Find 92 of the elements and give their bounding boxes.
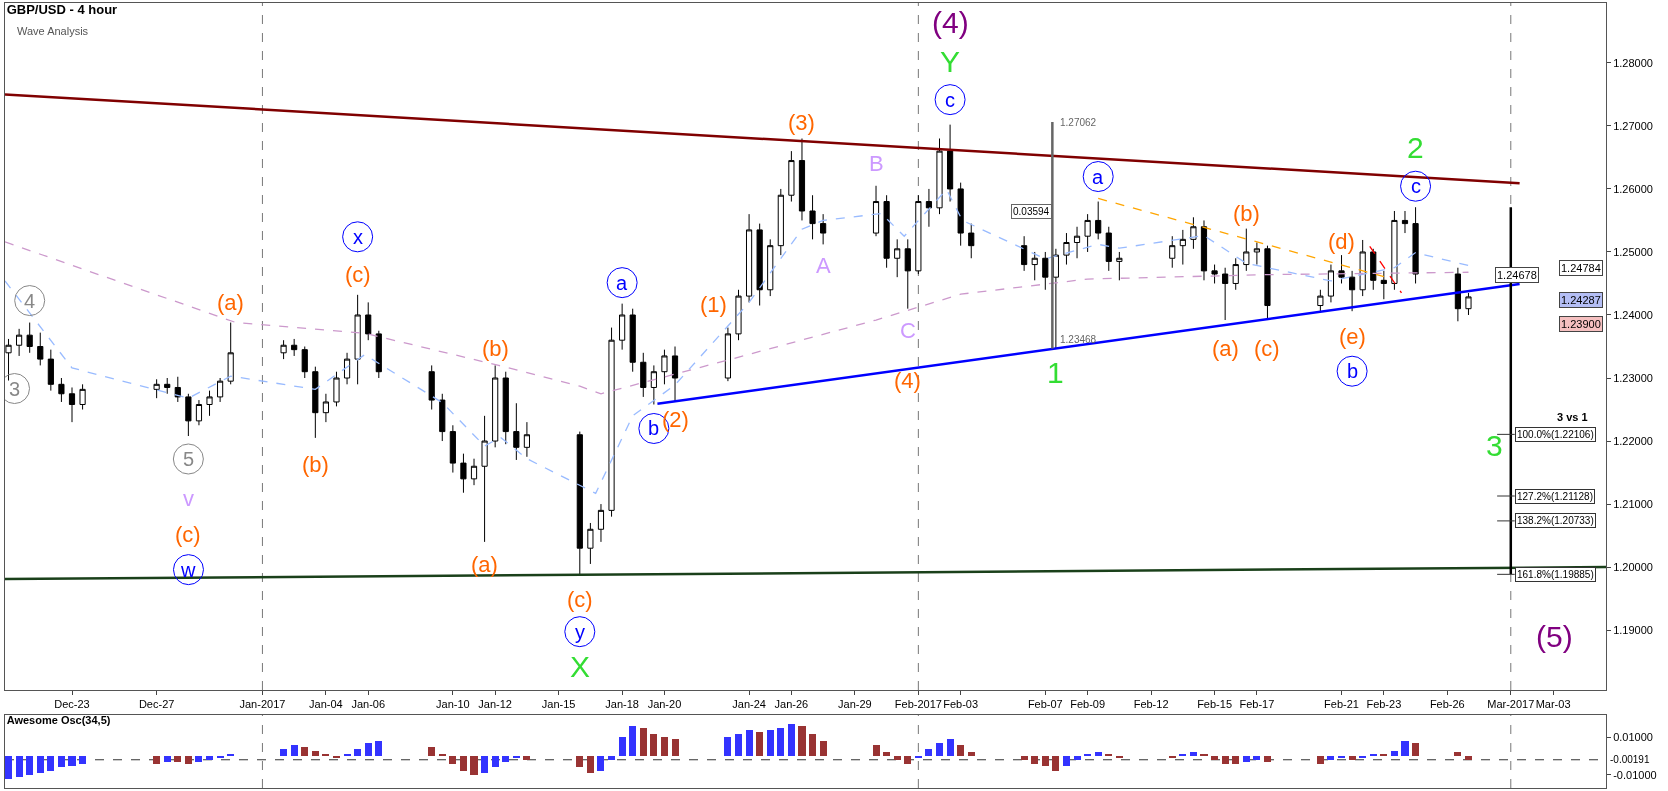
annotation: 3 [1486,429,1503,462]
ref-line-label: 161.8%(1.19885) [1517,569,1594,580]
y-tick-label: 1.21000 [1613,497,1653,510]
x-tick-label: Feb-26 [1429,698,1465,711]
annotation: (4) [894,368,921,393]
annotation: b [648,417,660,439]
annotation: (c) [1254,336,1280,361]
x-tick-label: Jan-20 [647,698,682,711]
annotation: 1.24287 [1561,294,1601,306]
annotation: b [1347,360,1359,382]
x-tick-label: Feb-07 [1027,698,1063,711]
y-tick-label: 1.28000 [1613,56,1653,69]
x-tick-label: Jan-15 [541,698,576,711]
annotation: 1.24678 [1497,269,1537,281]
annotation: w [180,559,196,581]
annotation: (3) [788,110,815,135]
annotation: y [575,621,585,643]
y-tick-label: 1.23000 [1613,371,1653,384]
x-tick-label: Jan-29 [838,698,872,711]
annotation: (5) [1536,620,1573,653]
y-tick-label: 0.01000 [1613,731,1653,744]
x-tick-label: Feb-03 [943,698,979,711]
annotation: X [570,650,591,683]
x-tick-label: Jan-06 [351,698,386,711]
text: Wave Analysis [17,25,89,37]
x-tick-label: Feb-09 [1070,698,1106,711]
chart-title: Awesome Osc(34,5) [6,713,111,726]
x-tick-label: Dec-23 [54,698,90,711]
ref-line-label: -0.00191 [1610,754,1650,765]
y-tick-label: -0.01000 [1613,768,1657,781]
x-tick-label: Feb-23 [1366,698,1402,711]
ref-line-label: 138.2%(1.20733) [1517,515,1594,526]
x-tick-label: Dec-27 [138,698,175,711]
annotation: 4 [24,290,36,312]
y-tick-label: 1.19000 [1613,623,1653,636]
x-tick-label: Feb-12 [1133,698,1169,711]
annotation: (b) [1233,201,1260,226]
annotation: v [183,486,194,511]
annotation: 3 [9,378,21,400]
y-tick-label: 1.25000 [1613,245,1653,258]
y-tick-label: 1.22000 [1613,434,1653,447]
x-tick-label: Feb-21 [1324,698,1359,711]
annotation: x [353,226,363,248]
ref-line-label: 100.0%(1.22106) [1517,429,1594,440]
annotation: 0.03594 [1013,206,1050,217]
annotation: (a) [217,290,244,315]
annotation: 1.27062 [1060,117,1097,128]
annotation: Y [940,45,961,78]
annotation: 1.23900 [1561,318,1601,330]
annotation: 3 vs 1 [1557,411,1588,423]
x-tick-label: Feb-2017 [894,698,942,711]
annotation: (b) [302,452,329,477]
annotation: (4) [932,6,969,39]
annotation: 1 [1047,356,1064,389]
x-tick-label: Jan-10 [436,698,470,711]
annotation: (2) [662,407,689,432]
y-tick-label: 1.24000 [1613,308,1653,321]
x-tick-label: Jan-26 [774,698,809,711]
annotation: 2 [1407,131,1424,164]
y-tick-label: 1.20000 [1613,560,1653,573]
x-tick-label: Feb-17 [1239,698,1275,711]
ref-line-label: 127.2%(1.21128) [1517,491,1593,502]
annotation: (1) [700,292,727,317]
x-tick-label: Jan-24 [732,698,766,711]
annotation: c [945,89,955,111]
x-tick-label: Jan-18 [605,698,639,711]
y-tick-label: 1.26000 [1613,182,1653,195]
x-tick-label: Jan-2017 [239,698,286,711]
annotation: C [900,318,916,343]
annotation: (a) [471,552,498,577]
annotation: 1.24784 [1561,262,1601,274]
annotation: 5 [183,448,195,470]
x-tick-label: Jan-12 [478,698,512,711]
annotation: (b) [482,336,509,361]
annotation: (e) [1339,324,1366,349]
y-tick-label: 1.27000 [1613,119,1653,132]
annotation: 1.23468 [1060,334,1097,345]
chart-title: GBP/USD - 4 hour [6,2,118,18]
annotation: (c) [345,262,371,287]
annotation: B [869,151,884,176]
annotation: (c) [175,522,201,547]
annotation: A [816,253,831,278]
annotation: a [1092,166,1104,188]
x-tick-label: Jan-04 [309,698,343,711]
x-tick-label: Mar-2017 [1487,698,1535,711]
annotation: (a) [1212,336,1239,361]
annotation: c [1411,175,1421,197]
annotation: a [616,272,628,294]
annotation: (c) [567,587,593,612]
annotation: (d) [1328,229,1355,254]
x-tick-label: Feb-15 [1197,698,1232,711]
x-tick-label: Mar-03 [1535,698,1571,711]
